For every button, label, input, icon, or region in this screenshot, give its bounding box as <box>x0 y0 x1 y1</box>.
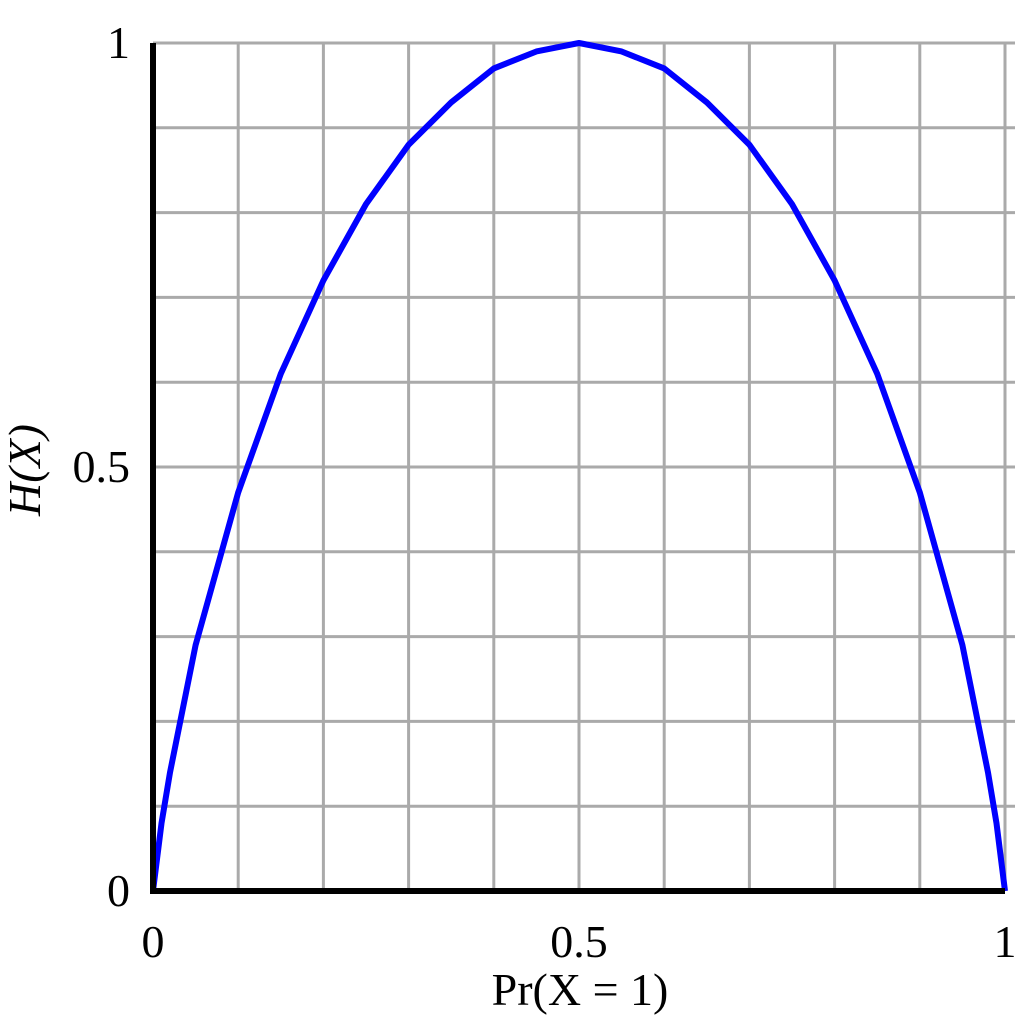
x-tick-label: 0 <box>142 916 165 967</box>
x-axis-label: Pr(X = 1) <box>492 964 669 1015</box>
y-tick-label: 0.5 <box>73 441 131 492</box>
line-series <box>150 40 1008 892</box>
y-axis-label: H(X) <box>0 424 50 517</box>
x-tick-label: 1 <box>994 916 1017 967</box>
x-tick-label: 0.5 <box>550 916 608 967</box>
y-tick-label: 1 <box>107 17 130 68</box>
y-tick-label: 0 <box>107 865 130 916</box>
